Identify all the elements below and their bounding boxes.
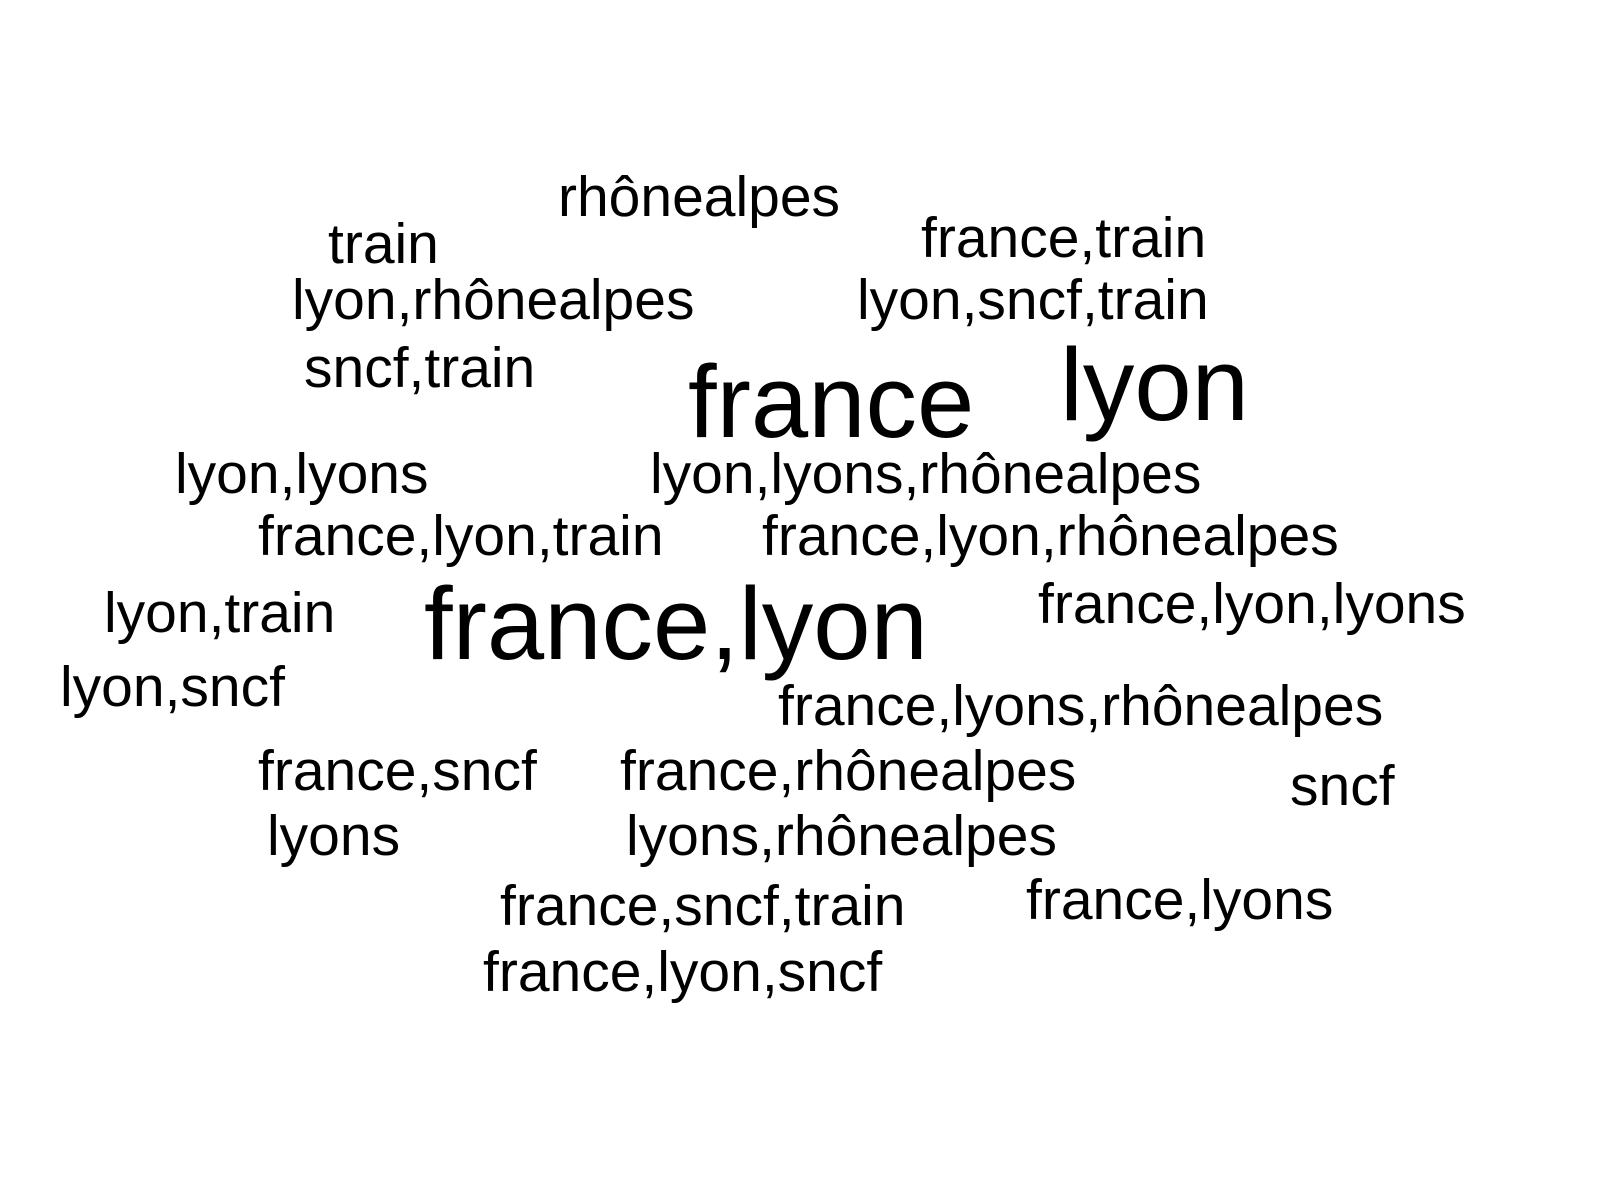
- word-lyon-lyons-rhonealpes: lyon,lyons,rhônealpes: [650, 442, 1202, 506]
- word-lyon-rhonealpes: lyon,rhônealpes: [292, 268, 695, 332]
- word-france-lyon-train: france,lyon,train: [258, 504, 664, 568]
- word-france-lyon-sncf: france,lyon,sncf: [483, 940, 883, 1004]
- word-lyon-train: lyon,train: [104, 581, 336, 645]
- word-france-train: france,train: [921, 206, 1207, 270]
- word-lyon-sncf-train: lyon,sncf,train: [857, 268, 1209, 332]
- word-lyons-rhonealpes: lyons,rhônealpes: [626, 804, 1057, 868]
- word-france-lyon-rhonealpes: france,lyon,rhônealpes: [762, 504, 1339, 568]
- word-france-lyon: france,lyon: [424, 566, 928, 681]
- word-france-lyons: france,lyons: [1026, 868, 1334, 932]
- word-sncf-train: sncf,train: [304, 336, 536, 400]
- word-lyons: lyons: [267, 804, 401, 868]
- word-train: train: [328, 212, 439, 276]
- word-lyon-lyons: lyon,lyons: [175, 442, 429, 506]
- word-rhonealpes: rhônealpes: [558, 165, 841, 229]
- word-france-lyon-lyons: france,lyon,lyons: [1038, 572, 1466, 636]
- word-france: france: [688, 344, 975, 459]
- word-france-sncf: france,sncf: [258, 739, 537, 803]
- word-sncf: sncf: [1290, 754, 1395, 818]
- word-lyon: lyon: [1060, 327, 1249, 442]
- word-france-sncf-train: france,sncf,train: [500, 874, 906, 938]
- word-france-lyons-rhonealpes: france,lyons,rhônealpes: [778, 674, 1384, 738]
- word-france-rhonealpes: france,rhônealpes: [620, 739, 1077, 803]
- word-lyon-sncf: lyon,sncf: [60, 655, 285, 719]
